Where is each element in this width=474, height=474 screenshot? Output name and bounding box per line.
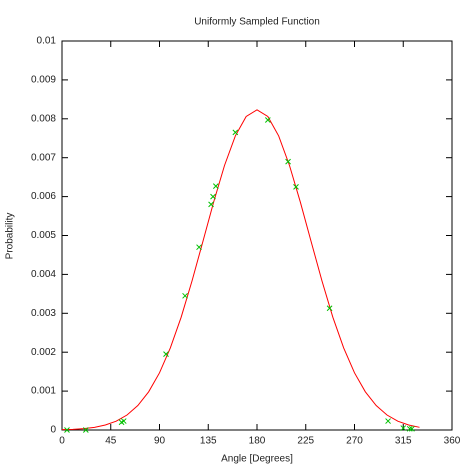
chart-title: Uniformly Sampled Function (194, 17, 320, 28)
y-axis-label: Probability (5, 213, 16, 260)
data-point (285, 158, 291, 165)
y-tick-label: 0.004 (31, 269, 56, 280)
y-tick-label: 0.005 (31, 230, 56, 241)
x-tick-label: 360 (444, 436, 461, 447)
x-tick-label: 90 (154, 436, 166, 447)
x-tick-label: 45 (105, 436, 117, 447)
data-point (406, 425, 413, 432)
data-point (182, 292, 188, 299)
data-point (326, 305, 333, 312)
y-tick-label: 0.01 (37, 36, 57, 47)
y-tick-label: 0.007 (31, 152, 56, 163)
y-tick-label: 0.008 (31, 113, 56, 124)
x-tick-label: 180 (249, 436, 266, 447)
y-tick-label: 0.009 (31, 75, 56, 86)
data-point (210, 193, 216, 200)
data-point (385, 418, 391, 424)
x-tick-label: 0 (59, 436, 65, 447)
y-tick-label: 0 (50, 425, 56, 436)
data-point (196, 244, 202, 251)
data-point (409, 425, 415, 432)
x-tick-label: 135 (200, 436, 217, 447)
data-line (61, 109, 420, 431)
x-tick-label: 315 (395, 436, 412, 447)
data-point (293, 184, 299, 190)
data-point (232, 129, 239, 136)
data-point (212, 183, 219, 189)
data-point (163, 351, 169, 357)
y-tick-label: 0.001 (31, 386, 56, 397)
data-point (208, 201, 214, 208)
x-axis-label: Angle [Degrees] (221, 454, 293, 465)
y-tick-label: 0.002 (31, 347, 56, 358)
data-point (82, 427, 89, 433)
data-point (120, 418, 127, 424)
data-point (264, 117, 271, 123)
data-point (400, 425, 407, 431)
y-tick-label: 0.006 (31, 191, 56, 202)
y-tick-label: 0.003 (31, 308, 56, 319)
x-tick-label: 270 (346, 436, 363, 447)
x-tick-label: 225 (297, 436, 314, 447)
data-point (64, 427, 70, 433)
